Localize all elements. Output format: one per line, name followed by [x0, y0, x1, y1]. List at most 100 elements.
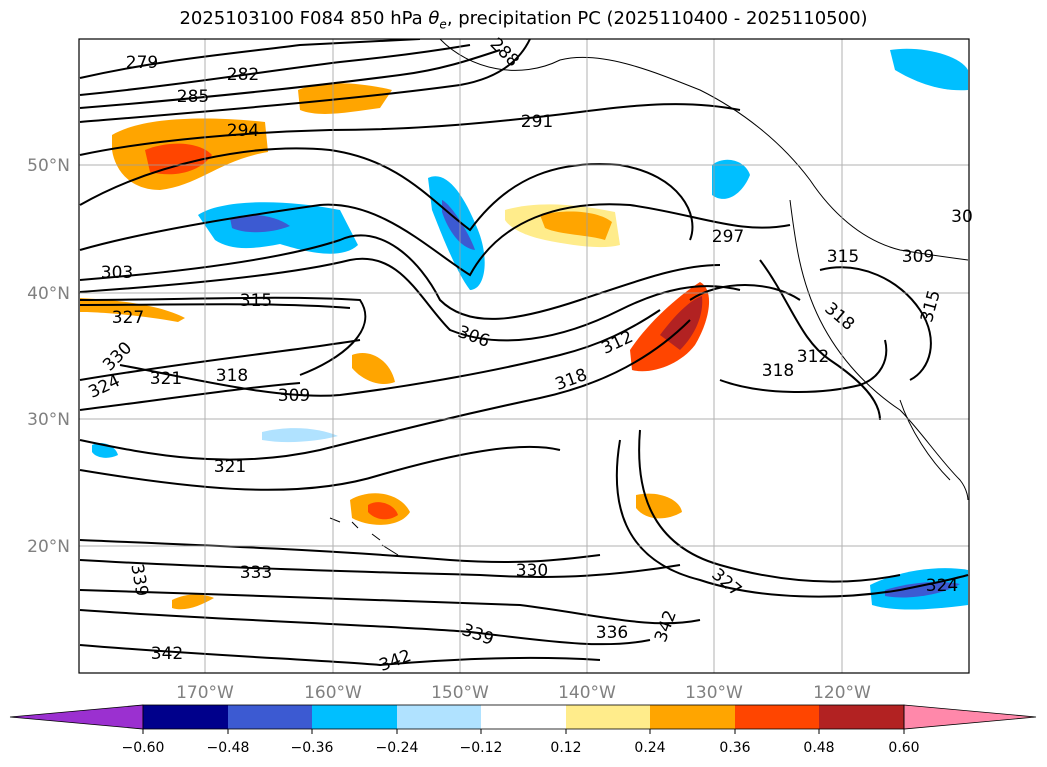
- lon-label: 170°W: [176, 683, 234, 703]
- title-prefix: 2025103100 F084 850 hPa: [179, 8, 429, 29]
- colorbar-tick-label: −0.12: [460, 740, 503, 756]
- precip-patch-baja-blue-core: [885, 582, 960, 598]
- figure-title: 2025103100 F084 850 hPa θe, precipitatio…: [0, 8, 1047, 32]
- lat-label: 30°N: [27, 410, 70, 430]
- lat-label: 50°N: [27, 156, 70, 176]
- precip-patch-central-lightblue: [262, 428, 338, 443]
- contour-label: 330: [516, 561, 548, 581]
- precip-patch-subtropic-red: [368, 502, 398, 520]
- contour-label: 282: [227, 65, 259, 85]
- coastlines: [329, 39, 969, 556]
- contour-324: [79, 382, 301, 411]
- lat-label: 20°N: [27, 537, 70, 557]
- contour-318: [79, 339, 361, 381]
- precip-patch-bc-blue: [712, 159, 750, 199]
- title-theta-subscript: e: [439, 17, 447, 32]
- colorbar-tick-label: −0.48: [207, 740, 250, 756]
- contour-label: 315: [827, 247, 859, 267]
- colorbar-tick-label: 0.48: [803, 740, 834, 756]
- contour-label: 318: [216, 366, 248, 386]
- contour-282: [79, 44, 471, 96]
- colorbar-segment: [566, 705, 650, 729]
- contour-label: 303: [101, 263, 133, 283]
- contour-309: [119, 309, 661, 397]
- contour-285: [79, 49, 501, 109]
- title-theta: θ: [428, 8, 440, 29]
- colorbar-ticks: [142, 729, 905, 734]
- title-suffix: , precipitation PC (2025110400 - 2025110…: [446, 8, 868, 29]
- precip-patch-central-small: [352, 353, 395, 385]
- colorbar-segment: [9, 704, 144, 730]
- contour-291: [79, 103, 741, 156]
- contour-342: [79, 644, 601, 667]
- lon-label: 160°W: [304, 683, 362, 703]
- lat-label: 40°N: [27, 284, 70, 304]
- theta-e-contours: [79, 39, 969, 667]
- contour-label: 291: [521, 112, 553, 132]
- contour-coast-2: [819, 266, 932, 381]
- contour-303: [79, 234, 721, 320]
- contour-294: [79, 147, 694, 241]
- coast-baja: [899, 399, 951, 481]
- contour-279: [79, 39, 421, 79]
- precip-patch-aleutian-west-core: [145, 143, 212, 175]
- contour-label: 324: [926, 576, 958, 596]
- colorbar-segment: [481, 705, 566, 729]
- contour-339: [79, 609, 651, 646]
- contour-321: [79, 319, 691, 461]
- contour-label: 285: [177, 87, 209, 107]
- contour-297: [79, 203, 791, 277]
- colorbar-segment: [819, 705, 904, 729]
- colorbar-frame: [142, 704, 905, 730]
- precip-patch-northwest-blue-core: [230, 214, 290, 233]
- contour-label: 309: [902, 247, 934, 267]
- contour-label: 333: [240, 563, 272, 583]
- colorbar-segment: [735, 705, 819, 729]
- precip-patch-hawaii-orange: [172, 594, 214, 610]
- lon-label: 120°W: [813, 683, 871, 703]
- precip-patch-gulf-orange: [540, 211, 612, 240]
- colorbar-tick-label: 0.36: [719, 740, 750, 756]
- contour-306: [79, 257, 741, 342]
- colorbar-segment: [312, 705, 397, 729]
- colorbar-tick-label: −0.36: [291, 740, 334, 756]
- contour-east-1: [689, 284, 801, 301]
- contour-315: [79, 303, 351, 309]
- lon-label: 140°W: [558, 683, 616, 703]
- colorbar-segment: [397, 705, 481, 729]
- colorbar-segment: [143, 705, 228, 729]
- contour-label: 297: [712, 227, 744, 247]
- contour-label: 318: [762, 361, 794, 381]
- contour-327: [79, 445, 561, 491]
- lon-label: 130°W: [685, 683, 743, 703]
- coast-westcoast: [789, 199, 969, 501]
- contour-label: 321: [150, 369, 182, 389]
- colorbar-tick-label: 0.60: [888, 740, 919, 756]
- colorbar-segment: [228, 705, 312, 729]
- contour-label: 30: [951, 207, 973, 227]
- contour-label: 315: [240, 291, 272, 311]
- colorbar-segment: [650, 705, 735, 729]
- colorbar-segment: [903, 704, 1037, 730]
- lon-label: 150°W: [431, 683, 489, 703]
- contour-330: [79, 539, 601, 564]
- contour-label: 321: [214, 457, 246, 477]
- contour-label: 336: [596, 623, 628, 643]
- contour-312: [79, 296, 367, 376]
- contour-label: 342: [151, 644, 183, 664]
- contour-288: [79, 39, 531, 123]
- graticule: [79, 39, 969, 673]
- contour-label: 327: [112, 308, 144, 328]
- colorbar-tick-label: 0.24: [634, 740, 665, 756]
- map-frame: [78, 38, 970, 674]
- hawaii-islands: [329, 517, 399, 556]
- colorbar-tick-label: −0.60: [122, 740, 165, 756]
- colorbar-tick-label: −0.24: [376, 740, 419, 756]
- contour-coast-3: [719, 339, 888, 393]
- contour-south-loop-2: [638, 429, 901, 583]
- colorbar: −0.60 −0.48 −0.36 −0.24 −0.12 0.12 0.24 …: [9, 704, 1037, 756]
- contour-label: 294: [227, 121, 259, 141]
- precip-patch-northeast-blue: [890, 48, 968, 91]
- contour-south-loop: [615, 439, 969, 598]
